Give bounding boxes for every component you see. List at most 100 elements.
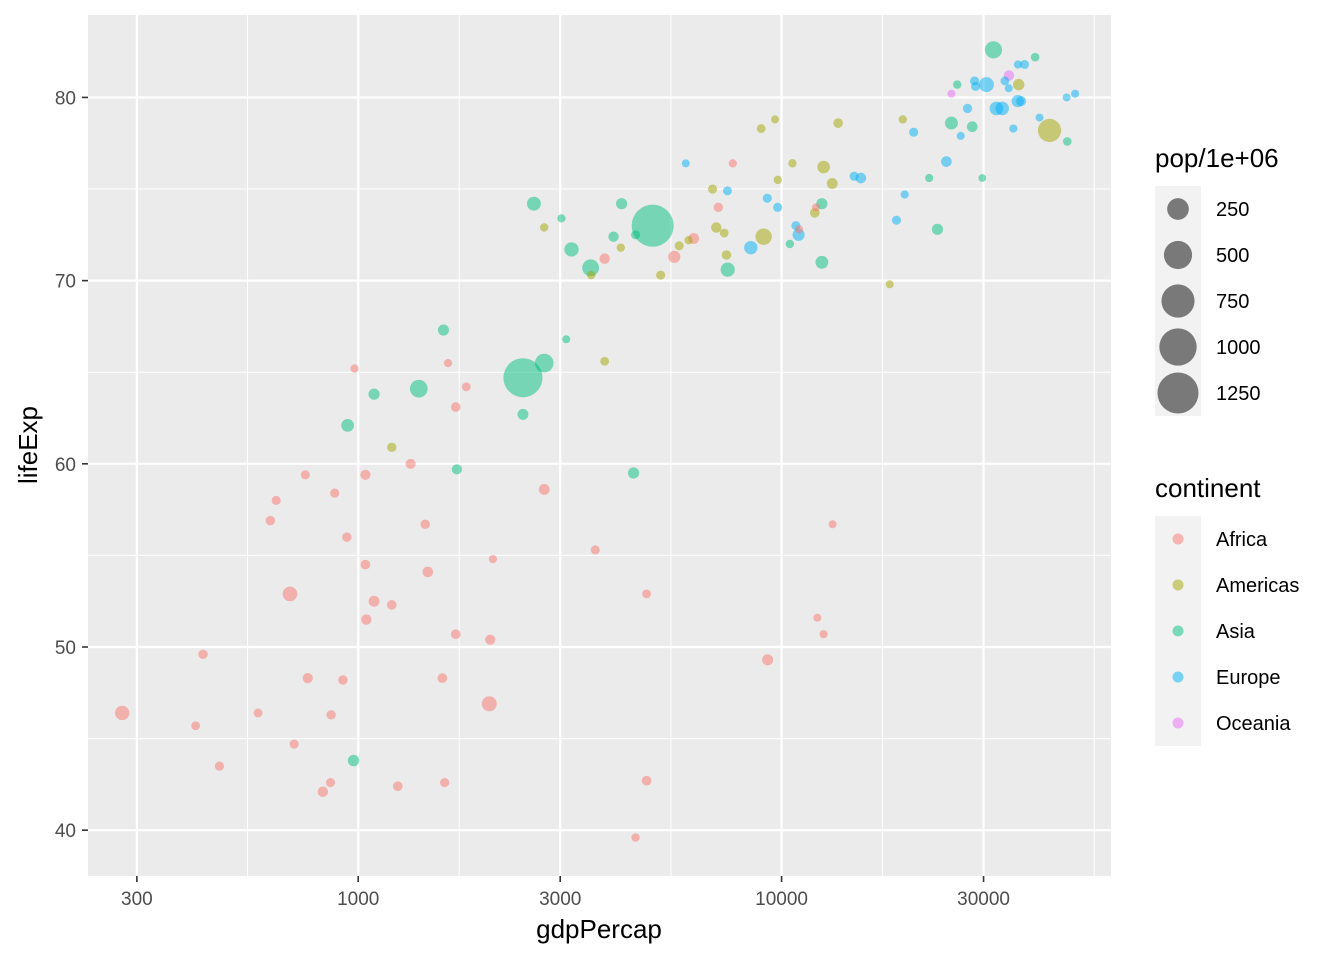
data-point-asia [1030,52,1040,62]
data-point-americas [707,184,718,194]
data-point-asia [564,242,579,257]
data-point-africa [282,586,298,602]
data-point-africa [762,654,774,666]
data-point-asia [978,174,987,182]
data-point-europe [1016,96,1027,107]
size-legend-key [1163,240,1193,270]
data-point-africa [828,520,837,529]
data-point-africa [481,696,497,712]
data-point-asia [409,379,428,398]
data-point-europe [1071,89,1080,98]
data-point-africa [813,613,822,622]
color-legend-title: continent [1155,473,1261,503]
data-point-asia [815,255,829,269]
data-point-europe [891,215,902,225]
data-point-americas [539,223,549,232]
data-points [115,41,1080,842]
data-point-africa [420,519,430,529]
data-point-asia [984,41,1003,59]
data-point-asia [966,121,978,133]
color-legend-label: Europe [1216,667,1281,689]
data-point-africa [392,781,403,792]
data-point-europe [1009,124,1018,133]
color-legend-label: Americas [1216,575,1299,597]
data-point-europe [1004,84,1013,93]
size-legend-label: 1000 [1216,337,1261,359]
data-point-africa [599,253,610,264]
data-point-africa [590,545,600,555]
data-point-europe [962,103,973,114]
data-point-americas [684,236,693,245]
data-point-africa [326,710,336,720]
color-legend: continent Africa Americas Asia Europe Oceani… [1155,473,1299,746]
data-point-americas [817,160,830,174]
data-point-africa [265,515,276,526]
data-point-africa [300,470,310,480]
size-legend: pop/1e+06 250 500 750 1000 1250 [1155,143,1279,416]
data-point-asia [931,223,944,235]
data-point-africa [485,634,496,645]
data-point-africa [819,630,828,639]
minor-gridlines [88,15,1111,876]
size-legend-key [1161,284,1195,318]
data-point-asia [720,262,735,277]
data-point-americas [788,159,797,168]
data-point-europe [681,159,690,168]
data-point-americas [600,356,610,366]
data-point-americas [755,228,772,245]
data-point-americas [719,228,729,238]
data-point-asia [582,259,600,277]
data-point-africa [350,364,359,373]
data-point-europe [744,240,758,255]
y-tick-label: 50 [55,638,76,659]
data-point-africa [386,600,397,610]
data-point-asia [451,464,462,475]
data-point-africa [361,614,372,625]
data-point-asia [1062,137,1072,146]
data-point-asia [944,116,958,130]
size-legend-label: 250 [1216,199,1249,221]
data-point-europe [849,171,859,181]
size-legend-label: 500 [1216,245,1249,267]
data-point-africa [271,495,281,506]
y-tick-label: 80 [55,88,76,109]
data-point-africa [325,778,336,788]
data-point-americas [674,241,684,251]
data-point-asia [503,358,543,398]
data-point-africa [360,469,371,480]
data-point-africa [317,786,329,797]
data-point-asia [562,335,571,344]
data-point-asia [627,467,640,479]
color-legend-key-oceania [1172,717,1184,729]
data-point-europe [722,186,732,196]
data-point-africa [360,559,371,570]
major-gridlines [88,15,1111,876]
data-point-africa [289,739,299,749]
data-point-asia [368,388,380,400]
data-point-africa [795,225,804,234]
color-legend-key-asia [1172,625,1184,637]
data-point-europe [1000,76,1010,86]
x-tick-label: 3000 [539,889,581,910]
data-point-africa [302,673,313,684]
color-legend-key-americas [1172,579,1184,591]
data-point-americas [898,115,907,124]
size-legend-title: pop/1e+06 [1155,143,1279,173]
data-point-asia [341,418,355,432]
data-point-oceania [947,89,956,98]
x-tick-label: 300 [121,889,153,910]
data-point-europe [1062,93,1071,102]
data-point-africa [198,649,208,660]
size-legend-label: 750 [1216,291,1249,313]
data-point-asia [631,204,674,247]
data-point-americas [387,442,397,453]
x-axis-title: gdpPercap [536,914,662,944]
data-point-africa [115,705,130,721]
y-axis: 40 50 60 70 80 [55,88,88,842]
data-point-africa [368,595,380,607]
x-tick-label: 30000 [957,889,1010,910]
data-point-europe [941,156,952,167]
data-point-asia [534,353,554,373]
data-point-africa [713,202,724,213]
data-point-africa [641,775,652,786]
